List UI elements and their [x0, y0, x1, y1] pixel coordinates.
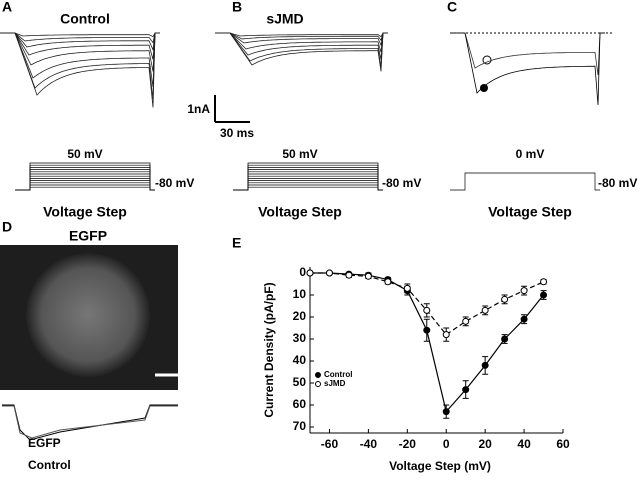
step-label: 50 mV — [282, 147, 317, 161]
traces — [0, 32, 605, 191]
point — [520, 287, 528, 295]
y-tick-label: 20 — [293, 309, 307, 323]
y-tick-label: 30 — [293, 331, 307, 345]
step-label: 0 mV — [516, 147, 545, 161]
panel-title: EGFP — [69, 228, 107, 244]
panel-letter: A — [2, 0, 12, 15]
voltage-step — [233, 164, 383, 191]
trace — [450, 32, 605, 106]
point — [481, 361, 489, 369]
cell — [26, 253, 150, 377]
point — [462, 317, 470, 325]
trace-label: EGFP — [28, 436, 61, 450]
legend-marker — [315, 381, 321, 387]
caption: Voltage Step — [488, 204, 572, 220]
trace — [450, 32, 605, 76]
trace — [215, 32, 388, 38]
trace — [215, 32, 388, 53]
voltage-step — [450, 172, 600, 191]
trace-label: Control — [28, 458, 71, 472]
caption: Voltage Step — [43, 204, 127, 220]
trace — [215, 32, 388, 60]
point — [364, 272, 372, 280]
trace — [215, 32, 388, 42]
chart: 0 10 20 30 40 50 60 70 -60 -40 -20 0 20 40 60 ControlsJ… — [293, 265, 570, 451]
y-axis-label: Current Density (pA/pF) — [262, 282, 276, 417]
hold-label: -80 mV — [382, 176, 421, 190]
voltage-step — [233, 182, 383, 191]
marker-open — [482, 55, 492, 65]
y-tick-label: 0 — [299, 265, 306, 279]
x-tick-label: 60 — [556, 437, 570, 451]
legend-label: Control — [324, 370, 352, 379]
trace — [0, 32, 160, 44]
trace — [0, 32, 160, 100]
point — [442, 331, 450, 339]
point — [462, 386, 470, 394]
trace — [215, 32, 388, 47]
point — [423, 326, 431, 334]
y-tick-label: 10 — [293, 287, 307, 301]
x-tick-label: 40 — [517, 437, 531, 451]
point — [306, 269, 314, 277]
voltage-step — [233, 178, 383, 191]
x-axis-label: Voltage Step (mV) — [389, 459, 491, 473]
point — [423, 306, 431, 314]
trace — [2, 405, 178, 439]
point — [520, 315, 528, 323]
point — [481, 306, 489, 314]
voltage-step — [233, 186, 383, 191]
trace — [0, 32, 160, 38]
trace — [0, 32, 160, 52]
series-line — [310, 272, 544, 413]
x-tick-label: -40 — [360, 437, 378, 451]
trace — [215, 32, 388, 72]
y-tick-label: 50 — [293, 375, 307, 389]
trace — [0, 32, 160, 72]
point — [442, 408, 450, 416]
x-tick-label: 0 — [443, 437, 450, 451]
point — [345, 271, 353, 279]
panel-title: Control — [60, 11, 110, 27]
x-tick-label: -60 — [321, 437, 339, 451]
legend-label: sJMD — [324, 379, 346, 388]
y-tick-label: 40 — [293, 353, 307, 367]
point — [384, 278, 392, 286]
voltage-step — [15, 186, 155, 191]
scale-label: 1nA — [187, 102, 210, 116]
panel-title: sJMD — [266, 11, 303, 27]
point — [325, 269, 333, 277]
y-tick-label: 60 — [293, 397, 307, 411]
point — [501, 295, 509, 303]
panel-letter: E — [232, 235, 241, 251]
point — [540, 291, 548, 299]
point — [540, 278, 548, 286]
point — [403, 284, 411, 292]
point — [501, 335, 509, 343]
step-label: 50 mV — [67, 147, 102, 161]
panel-letter: B — [232, 0, 242, 15]
caption: Voltage Step — [258, 204, 342, 220]
hold-label: -80 mV — [155, 176, 194, 190]
trace — [215, 32, 388, 67]
trace — [2, 404, 178, 441]
y-tick-label: 70 — [293, 419, 307, 433]
legend-marker — [315, 372, 321, 378]
x-tick-label: 20 — [478, 437, 492, 451]
trace — [0, 32, 160, 60]
voltage-step — [15, 182, 155, 191]
voltage-step — [15, 164, 155, 191]
panel-letter: C — [447, 0, 457, 15]
voltage-step — [15, 178, 155, 191]
hold-label: -80 mV — [598, 176, 637, 190]
trace — [0, 32, 160, 108]
x-tick-label: -20 — [399, 437, 417, 451]
panel-letter: D — [2, 219, 12, 235]
marker-filled — [480, 84, 488, 92]
scale-label: 30 ms — [220, 126, 254, 140]
trace — [0, 32, 160, 88]
